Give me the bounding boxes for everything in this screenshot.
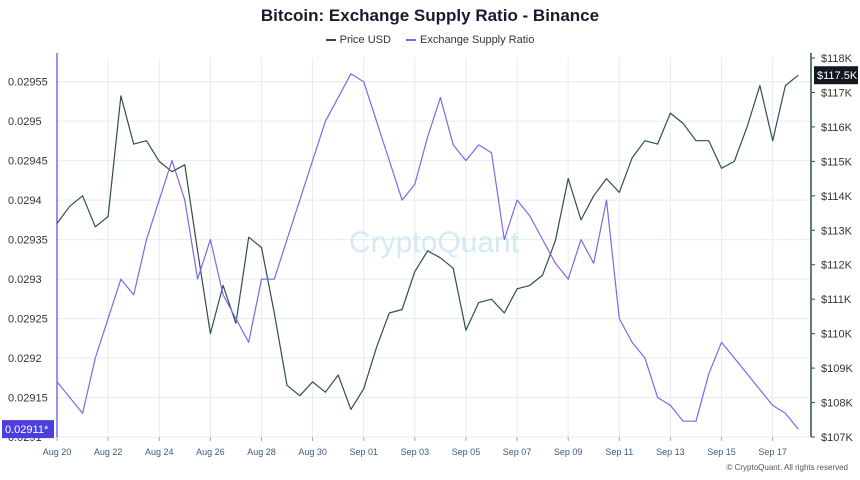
y-right-tick-label: $108K bbox=[821, 398, 853, 410]
y-right-tick-label: $116K bbox=[821, 122, 853, 134]
last-value-left-label: 0.02911* bbox=[5, 424, 49, 436]
x-tick-label: Sep 17 bbox=[758, 447, 787, 457]
y-right-tick-label: $115K bbox=[821, 156, 853, 168]
x-tick-label: Aug 24 bbox=[145, 447, 174, 457]
last-value-right-box bbox=[814, 66, 858, 85]
legend-label-ratio: Exchange Supply Ratio bbox=[420, 34, 535, 46]
legend-item-ratio[interactable]: Exchange Supply Ratio bbox=[406, 34, 534, 46]
last-value-left-box bbox=[2, 420, 54, 439]
y-left-tick-label: 0.0295 bbox=[8, 116, 42, 128]
y-left-tick-label: 0.02955 bbox=[8, 77, 48, 89]
y-left-tick-label: 0.02925 bbox=[8, 314, 48, 326]
y-left-tick-label: 0.02945 bbox=[8, 156, 48, 168]
y-left-tick-label: 0.02915 bbox=[8, 393, 48, 405]
last-value-right-label: $117.5K bbox=[817, 70, 858, 82]
y-left-tick-label: 0.0293 bbox=[8, 274, 42, 286]
y-left-tick-label: 0.02935 bbox=[8, 235, 48, 247]
x-tick-label: Aug 28 bbox=[247, 447, 276, 457]
y-left-tick-label: 0.0294 bbox=[8, 195, 42, 207]
y-right-tick-label: $112K bbox=[821, 260, 853, 272]
y-right-tick-label: $117K bbox=[821, 87, 853, 99]
y-left-tick-label: 0.0292 bbox=[8, 353, 42, 365]
x-tick-label: Aug 26 bbox=[196, 447, 225, 457]
legend: Price USD Exchange Supply Ratio bbox=[0, 34, 860, 46]
y-right-tick-label: $111K bbox=[821, 294, 852, 306]
credit-text: © CryptoQuant. All rights reserved bbox=[726, 463, 849, 472]
legend-label-price: Price USD bbox=[339, 34, 391, 46]
x-tick-label: Sep 03 bbox=[401, 447, 430, 457]
watermark: CryptoQuant bbox=[349, 226, 520, 259]
x-tick-label: Sep 05 bbox=[452, 447, 481, 457]
x-tick-label: Sep 07 bbox=[503, 447, 532, 457]
x-tick-label: Aug 22 bbox=[94, 447, 123, 457]
y-right-tick-label: $109K bbox=[821, 363, 853, 375]
legend-item-price[interactable]: Price USD bbox=[325, 34, 391, 46]
x-tick-label: Sep 09 bbox=[554, 447, 583, 457]
legend-swatch-price bbox=[325, 39, 336, 42]
series-line-ratio bbox=[56, 73, 799, 430]
x-tick-label: Aug 30 bbox=[298, 447, 327, 457]
y-right-tick-label: $110K bbox=[821, 329, 853, 341]
x-tick-label: Aug 20 bbox=[43, 447, 72, 457]
x-tick-label: Sep 11 bbox=[605, 447, 633, 457]
x-tick-label: Sep 01 bbox=[349, 447, 378, 457]
y-right-tick-label: $113K bbox=[821, 225, 853, 237]
series-line-price bbox=[56, 74, 799, 410]
legend-swatch-ratio bbox=[406, 39, 417, 42]
y-right-tick-label: $118K bbox=[821, 53, 853, 65]
x-tick-label: Sep 15 bbox=[707, 447, 736, 457]
x-tick-label: Sep 13 bbox=[656, 447, 685, 457]
y-right-tick-label: $114K bbox=[821, 191, 853, 203]
chart-title: Bitcoin: Exchange Supply Ratio - Binance bbox=[260, 6, 600, 25]
y-right-tick-label: $107K bbox=[821, 432, 853, 444]
